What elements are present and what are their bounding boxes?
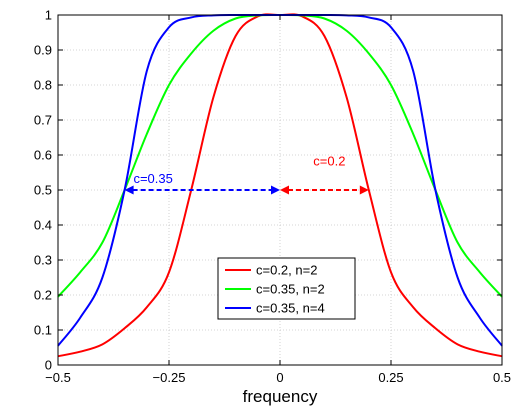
y-tick-label: 0.7 [34, 113, 52, 128]
y-tick-label: 0.9 [34, 43, 52, 58]
annotation-label-2: c=0.2 [313, 154, 345, 169]
annotation-arrowhead-left-2 [280, 185, 289, 195]
legend-label-1: c=0.2, n=2 [256, 263, 317, 278]
y-tick-label: 0.1 [34, 323, 52, 338]
y-tick-label: 0.6 [34, 148, 52, 163]
annotation-arrowhead-right-2 [359, 185, 369, 195]
y-tick-label: 0.3 [34, 253, 52, 268]
y-tick-label: 0.5 [34, 183, 52, 198]
x-axis-title: frequency [243, 387, 318, 406]
x-tick-label: −0.25 [153, 370, 186, 385]
annotation-arrowhead-right-1 [271, 185, 280, 195]
x-tick-label: 0.5 [493, 370, 511, 385]
annotation-arrowhead-left-1 [124, 185, 134, 195]
y-tick-label: 0.4 [34, 218, 52, 233]
y-tick-label: 0.2 [34, 288, 52, 303]
x-tick-label: 0 [276, 370, 283, 385]
y-tick-label: 1 [45, 8, 52, 23]
legend-label-3: c=0.35, n=4 [256, 301, 325, 316]
legend-label-2: c=0.35, n=2 [256, 282, 325, 297]
x-tick-label: 0.25 [378, 370, 403, 385]
annotation-label-1: c=0.35 [133, 171, 172, 186]
y-tick-label: 0 [45, 358, 52, 373]
y-tick-label: 0.8 [34, 78, 52, 93]
x-tick-label: −0.5 [45, 370, 71, 385]
